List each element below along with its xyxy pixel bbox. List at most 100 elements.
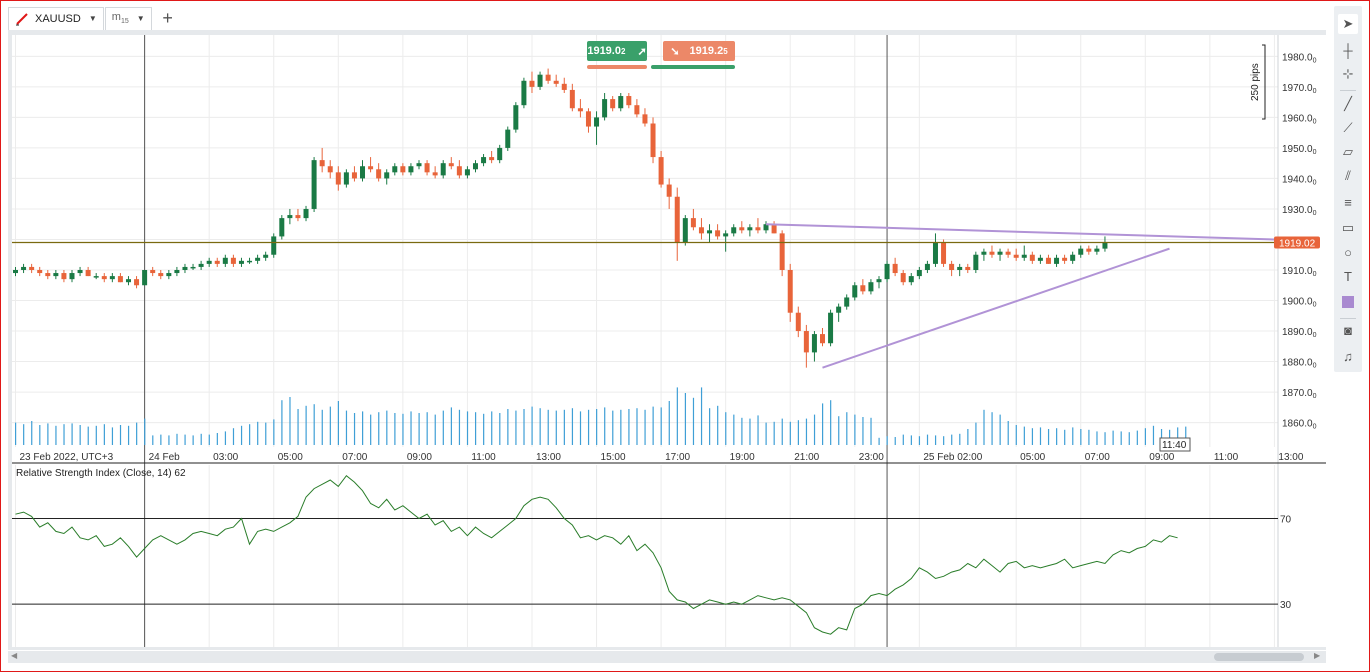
candle-body bbox=[1070, 254, 1076, 261]
timeframe-label: m15 bbox=[111, 11, 129, 26]
volume-bar bbox=[579, 411, 582, 445]
chevron-down-icon[interactable]: ▼ bbox=[88, 14, 97, 23]
volume-bar bbox=[160, 434, 162, 445]
volume-bar bbox=[684, 393, 687, 445]
dot-cross-icon[interactable]: ⊹ bbox=[1342, 66, 1354, 81]
price-tick-pipette: 0 bbox=[1313, 88, 1317, 95]
volume-bar bbox=[224, 431, 227, 445]
candle-body bbox=[21, 266, 27, 270]
candle-body bbox=[368, 166, 374, 170]
candle-body bbox=[158, 273, 164, 277]
add-tab-button[interactable]: + bbox=[162, 7, 173, 28]
candle-body bbox=[1005, 251, 1011, 255]
volume-bar bbox=[660, 407, 662, 445]
crosshair-icon[interactable]: ┼ bbox=[1343, 42, 1353, 58]
text-icon[interactable]: T bbox=[1344, 268, 1352, 284]
chevron-down-icon[interactable]: ▼ bbox=[136, 14, 145, 23]
parallel-channel-icon[interactable]: ⫽ bbox=[1345, 168, 1351, 183]
volume-bar bbox=[1169, 429, 1171, 445]
horizontal-scrollbar[interactable]: ◀ ▶ bbox=[8, 651, 1326, 663]
time-tick-label: 09:00 bbox=[1149, 452, 1174, 463]
volume-bar bbox=[700, 387, 703, 445]
time-tick-label: 05:00 bbox=[278, 452, 303, 463]
candle-body bbox=[327, 166, 333, 173]
volume-bar bbox=[741, 417, 743, 445]
candle-body bbox=[521, 80, 527, 106]
price-tick-pipette: 0 bbox=[1313, 271, 1317, 278]
fib-channel-icon[interactable]: ▱ bbox=[1343, 144, 1353, 159]
candle-body bbox=[876, 279, 882, 283]
tab-timeframe[interactable]: m15 ▼ bbox=[104, 6, 152, 30]
fibonacci-icon[interactable]: ≡ bbox=[1344, 194, 1352, 210]
rsi-level-label: 70 bbox=[1280, 515, 1292, 526]
ray-icon[interactable]: ⟋ bbox=[1343, 120, 1353, 135]
volume-bar bbox=[951, 434, 953, 445]
candle-body bbox=[932, 242, 938, 264]
time-tick-label: 21:00 bbox=[794, 452, 819, 463]
buy-price-button[interactable]: ➘ 1919.2 5 bbox=[663, 41, 735, 61]
volume-bar bbox=[531, 406, 533, 445]
sell-price-button[interactable]: 1919.0 2 ➚ bbox=[587, 41, 647, 61]
volume-bar bbox=[152, 435, 154, 445]
volume-bar bbox=[668, 401, 670, 445]
volume-bar bbox=[305, 405, 307, 445]
volume-bar bbox=[676, 387, 678, 445]
chart-area[interactable]: 1860.00 1870.00 1880.00 1890.00 1900.00 1910.… bbox=[12, 35, 1326, 647]
candle-body bbox=[295, 215, 301, 219]
rectangle-icon[interactable]: ▭ bbox=[1341, 220, 1355, 235]
volume-bar bbox=[918, 436, 921, 445]
chart-svg[interactable]: 1860.00 1870.00 1880.00 1890.00 1900.00 1910.… bbox=[12, 35, 1326, 647]
candle-body bbox=[779, 233, 785, 270]
time-marker-text: 11:40 bbox=[1162, 440, 1187, 451]
trend-line-icon[interactable]: ╱ bbox=[1344, 96, 1352, 111]
volume-bar bbox=[725, 412, 727, 445]
volume-bar bbox=[539, 408, 541, 445]
volume-bar bbox=[822, 403, 824, 445]
volume-bar bbox=[1047, 429, 1050, 445]
volume-bar bbox=[1031, 428, 1034, 445]
sell-price-pipette: 2 bbox=[620, 46, 626, 56]
volume-bar bbox=[31, 421, 33, 445]
candle-body bbox=[529, 80, 535, 87]
candle-body bbox=[1086, 248, 1092, 252]
volume-bar bbox=[870, 417, 872, 445]
candle-body bbox=[965, 266, 971, 270]
cursor-icon[interactable]: ➤ bbox=[1338, 14, 1358, 34]
tab-symbol[interactable]: XAUUSD ▼ bbox=[8, 6, 104, 30]
scroll-right-icon[interactable]: ▶ bbox=[1314, 651, 1321, 660]
ellipse-icon[interactable]: ○ bbox=[1344, 244, 1352, 260]
candle-body bbox=[271, 236, 277, 255]
candle-body bbox=[400, 166, 406, 173]
volume-bar bbox=[281, 400, 283, 445]
candle-body bbox=[795, 312, 801, 332]
candle-body bbox=[360, 166, 366, 179]
bell-icon[interactable]: ♫ bbox=[1343, 348, 1353, 364]
time-tick-label: 07:00 bbox=[1085, 452, 1110, 463]
candle-body bbox=[1029, 254, 1035, 261]
volume-bar bbox=[1039, 427, 1042, 445]
scroll-left-icon[interactable]: ◀ bbox=[11, 651, 18, 660]
time-tick-label: 19:00 bbox=[730, 452, 755, 463]
camera-icon[interactable]: ◙ bbox=[1344, 322, 1352, 338]
candle-body bbox=[117, 276, 123, 283]
volume-bar bbox=[55, 425, 57, 445]
volume-bar bbox=[1080, 429, 1082, 445]
candle-body bbox=[222, 257, 228, 264]
candle-body bbox=[61, 273, 67, 280]
volume-bar bbox=[628, 409, 630, 445]
tab-bar: XAUUSD ▼ m15 ▼ + bbox=[8, 6, 179, 30]
price-tick-label: 1900.00 bbox=[1282, 297, 1317, 309]
volume-bar bbox=[345, 410, 348, 445]
volume-bar bbox=[604, 407, 606, 445]
scroll-thumb[interactable] bbox=[1214, 653, 1304, 661]
volume-bar bbox=[991, 412, 993, 445]
volume-bar bbox=[337, 401, 339, 445]
volume-bar bbox=[749, 418, 751, 445]
volume-bar bbox=[692, 397, 695, 445]
volume-bar bbox=[79, 425, 81, 445]
time-tick-label: 07:00 bbox=[342, 452, 367, 463]
candle-body bbox=[13, 269, 18, 274]
volume-bar bbox=[878, 437, 880, 445]
candle-body bbox=[916, 269, 922, 277]
color-swatch-icon[interactable] bbox=[1338, 292, 1358, 312]
